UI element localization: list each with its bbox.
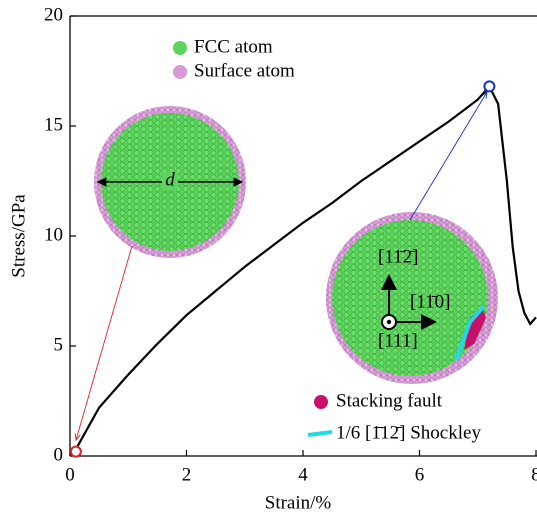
legend-label: 1/6 [1̄12̄] Shockley (336, 422, 481, 443)
legend-label: FCC atom (194, 36, 273, 57)
y-tick-label: 0 (54, 444, 64, 465)
x-tick-label: 8 (531, 464, 537, 485)
pointer-arrow (409, 92, 487, 221)
point-marker (483, 80, 496, 93)
diameter-label: d (165, 169, 175, 190)
x-tick-label: 0 (65, 464, 75, 485)
stress-strain-curve (74, 84, 537, 450)
legend-label: Surface atom (194, 60, 295, 81)
direction-label: [11̄0] (410, 291, 450, 312)
pointer-arrow (76, 245, 133, 440)
x-tick-label: 6 (415, 464, 425, 485)
y-tick-label: 5 (54, 334, 64, 355)
y-tick-label: 15 (44, 114, 63, 135)
direction-label: [11̄2̄] (378, 246, 418, 267)
legend-swatch (173, 41, 187, 55)
direction-label: [111] (378, 330, 418, 351)
inset-deformed: [11̄2̄] [11̄0] [111] (326, 212, 498, 384)
y-tick-label: 10 (44, 224, 63, 245)
legend-swatch (314, 395, 328, 409)
y-axis-label: Stress/GPa (8, 194, 29, 278)
x-tick-label: 2 (182, 464, 192, 485)
legend-swatch (173, 65, 187, 79)
x-axis-label: Strain/% (265, 492, 332, 513)
y-tick-label: 20 (44, 4, 63, 25)
point-marker (69, 445, 82, 458)
inset-nanowire: d (94, 106, 246, 258)
legend-swatch (307, 430, 333, 437)
x-tick-label: 4 (298, 464, 308, 485)
legend-label: Stacking fault (336, 390, 443, 411)
